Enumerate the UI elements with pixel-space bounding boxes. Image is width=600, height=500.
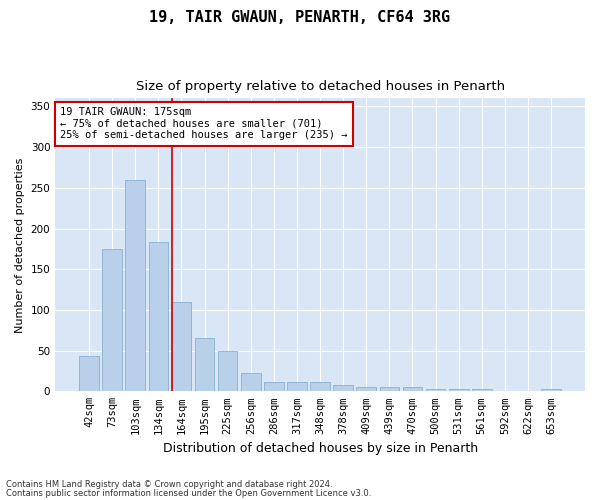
Bar	[103, 249, 122, 392]
Bar	[334, 385, 353, 392]
Bar	[449, 389, 469, 392]
Bar	[241, 372, 260, 392]
Bar	[195, 338, 214, 392]
Text: 19, TAIR GWAUN, PENARTH, CF64 3RG: 19, TAIR GWAUN, PENARTH, CF64 3RG	[149, 10, 451, 25]
Bar	[356, 387, 376, 392]
Bar	[310, 382, 330, 392]
Y-axis label: Number of detached properties: Number of detached properties	[15, 157, 25, 332]
Text: Contains public sector information licensed under the Open Government Licence v3: Contains public sector information licen…	[6, 488, 371, 498]
X-axis label: Distribution of detached houses by size in Penarth: Distribution of detached houses by size …	[163, 442, 478, 455]
Bar	[125, 180, 145, 392]
Bar	[218, 350, 238, 392]
Bar	[264, 382, 284, 392]
Text: Contains HM Land Registry data © Crown copyright and database right 2024.: Contains HM Land Registry data © Crown c…	[6, 480, 332, 489]
Bar	[541, 389, 561, 392]
Bar	[172, 302, 191, 392]
Bar	[426, 389, 445, 392]
Bar	[403, 387, 422, 392]
Bar	[380, 387, 399, 392]
Text: 19 TAIR GWAUN: 175sqm
← 75% of detached houses are smaller (701)
25% of semi-det: 19 TAIR GWAUN: 175sqm ← 75% of detached …	[61, 107, 348, 140]
Bar	[472, 389, 491, 392]
Bar	[287, 382, 307, 392]
Bar	[149, 242, 168, 392]
Title: Size of property relative to detached houses in Penarth: Size of property relative to detached ho…	[136, 80, 505, 93]
Bar	[79, 356, 99, 392]
